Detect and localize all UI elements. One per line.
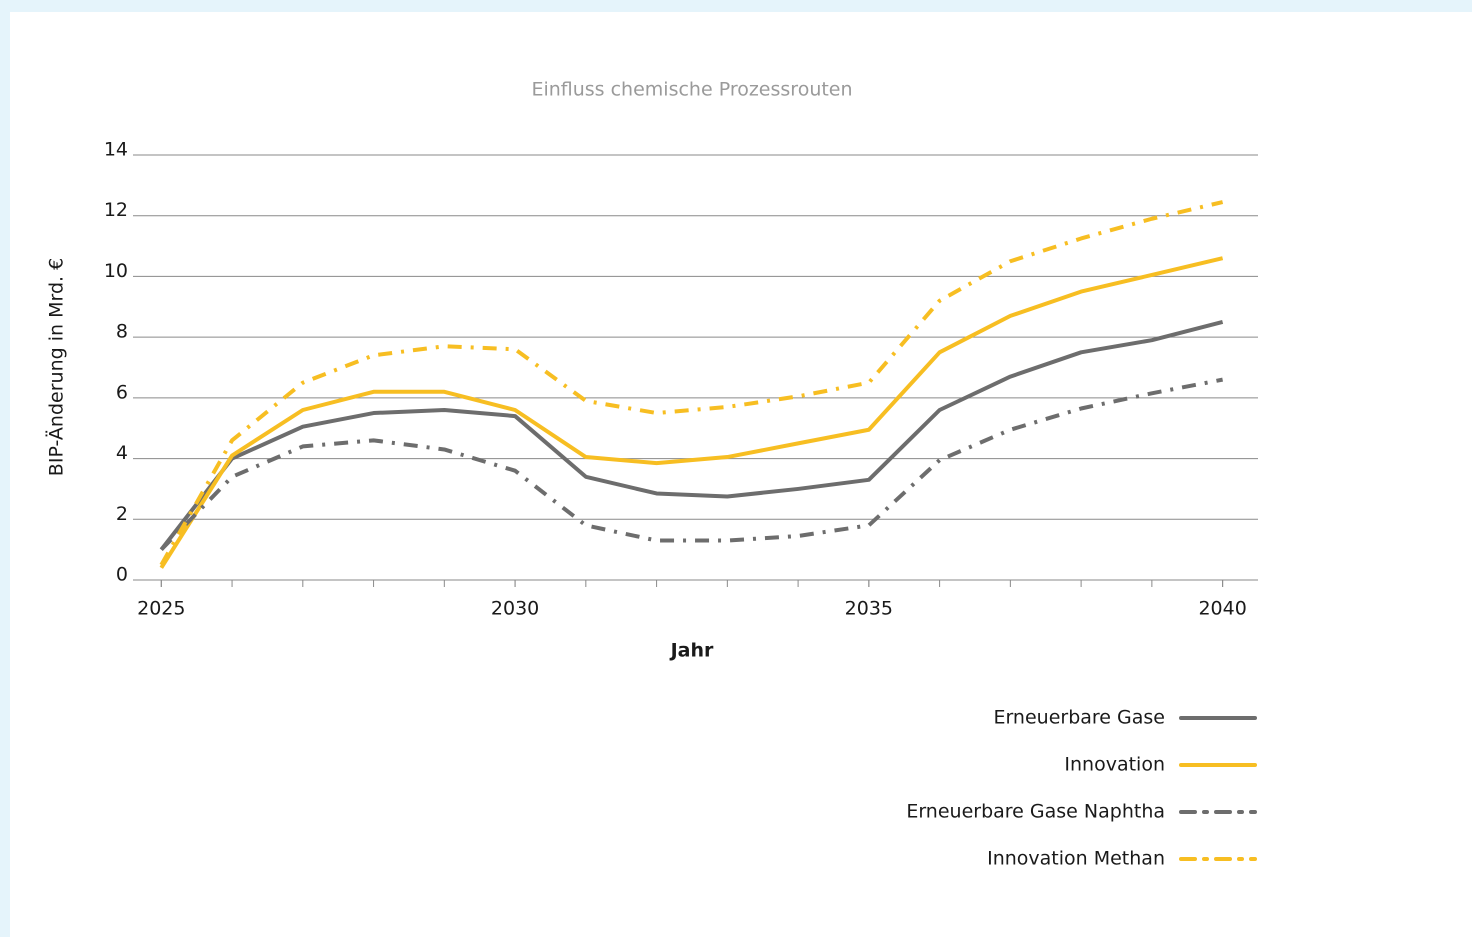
y-tick-label: 4	[116, 442, 128, 464]
x-tick-label: 2030	[491, 598, 539, 620]
card	[10, 12, 1472, 937]
y-tick-label: 8	[116, 321, 128, 343]
y-tick-label: 0	[116, 564, 128, 586]
legend-label: Erneuerbare Gase	[993, 707, 1165, 729]
y-axis-label: BIP-Änderung in Mrd. €	[45, 258, 68, 476]
series-line	[159, 377, 1223, 552]
y-tick-label: 2	[116, 503, 128, 525]
y-tick-label: 12	[104, 199, 128, 221]
series-line	[159, 256, 1224, 569]
series-line	[159, 320, 1224, 551]
y-tick-label: 6	[116, 381, 128, 403]
x-tick-label: 2025	[137, 598, 185, 620]
legend-label: Innovation Methan	[987, 848, 1165, 870]
x-tick-label: 2035	[845, 598, 893, 620]
chart-title: Einfluss chemische Prozessrouten	[531, 79, 852, 101]
y-tick-label: 14	[104, 139, 128, 161]
y-tick-label: 10	[104, 260, 128, 282]
x-tick-label: 2040	[1198, 598, 1246, 620]
legend-label: Erneuerbare Gase Naphtha	[906, 801, 1165, 823]
x-axis-label: Jahr	[669, 640, 714, 662]
series-line	[159, 200, 1224, 566]
legend-label: Innovation	[1064, 754, 1165, 776]
